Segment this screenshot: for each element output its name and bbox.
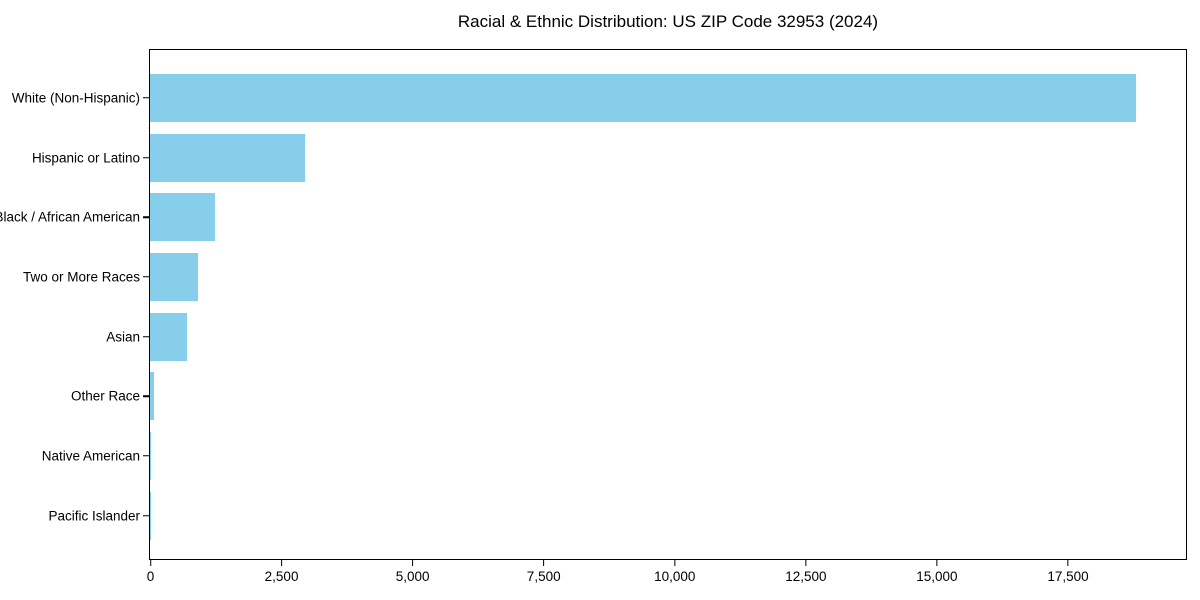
x-tick-mark <box>280 560 283 566</box>
x-tick-label: 10,000 <box>654 569 696 584</box>
x-tick: 5,000 <box>396 560 430 584</box>
x-tick: 10,000 <box>654 560 695 584</box>
bar <box>150 431 152 480</box>
y-tick-mark <box>142 395 149 398</box>
x-tick-mark <box>542 560 545 566</box>
bar-row: Native American <box>42 426 1186 486</box>
bar <box>150 491 151 540</box>
x-tick-mark <box>674 560 676 566</box>
x-tick-label: 15,000 <box>916 569 958 584</box>
y-tick-mark <box>142 514 149 517</box>
chart-title: Racial & Ethnic Distribution: US ZIP Cod… <box>457 12 879 31</box>
x-tick: 15,000 <box>916 560 958 584</box>
y-axis-label: Black / African American <box>0 209 140 225</box>
x-tick: 0 <box>146 560 155 584</box>
y-axis-label: Hispanic or Latino <box>31 150 140 166</box>
y-tick-mark <box>142 276 149 278</box>
bar-row: White (Non-Hispanic) <box>12 68 1186 128</box>
x-axis: 0 2,500 5,000 7,500 10,000 12,500 15,000 17,500 <box>147 560 1186 592</box>
y-tick-mark <box>142 156 149 159</box>
bar <box>150 372 155 421</box>
bar-row: Asian <box>106 307 1186 367</box>
x-tick-mark <box>411 560 414 566</box>
x-tick-mark <box>936 560 938 566</box>
x-tick-mark <box>149 560 152 566</box>
x-tick: 7,500 <box>527 560 561 584</box>
bar-row: Black / African American <box>0 187 1186 247</box>
bar-row: Hispanic or Latino <box>32 128 1186 188</box>
y-axis-label: Two or More Races <box>22 269 140 285</box>
x-tick: 17,500 <box>1047 560 1089 584</box>
bar <box>150 193 215 242</box>
x-tick-mark <box>805 560 807 566</box>
y-axis-label: White (Non-Hispanic) <box>11 90 140 106</box>
x-tick-label: 2,500 <box>264 569 299 584</box>
y-tick-mark <box>142 97 149 99</box>
y-axis-label: Native American <box>41 448 140 464</box>
bar-row: Other Race <box>71 366 1186 426</box>
x-tick-label: 5,000 <box>395 569 430 584</box>
x-tick-label: 7,500 <box>526 569 561 584</box>
x-tick-mark <box>1067 560 1069 566</box>
x-tick: 12,500 <box>785 560 827 584</box>
plot-area: White (Non-Hispanic) Hispanic or Latino Bl… <box>0 49 1187 560</box>
x-tick: 2,500 <box>264 560 299 584</box>
y-tick-mark <box>142 216 149 218</box>
bar <box>150 252 198 301</box>
y-tick-mark <box>142 455 149 457</box>
y-axis-label: Asian <box>106 329 140 345</box>
bar <box>150 312 187 361</box>
x-tick-label: 0 <box>146 569 155 584</box>
bar <box>150 133 305 182</box>
bar-row: Two or More Races <box>23 247 1186 307</box>
y-axis-label: Pacific Islander <box>48 508 140 524</box>
x-tick-label: 12,500 <box>785 569 827 584</box>
bar <box>150 73 1136 122</box>
y-tick-mark <box>142 335 149 338</box>
x-tick-label: 17,500 <box>1047 569 1089 584</box>
bar-row: Pacific Islander <box>48 486 1186 546</box>
bars-container: White (Non-Hispanic) Hispanic or Latino Bl… <box>0 50 1186 559</box>
y-axis-label: Other Race <box>70 388 140 404</box>
